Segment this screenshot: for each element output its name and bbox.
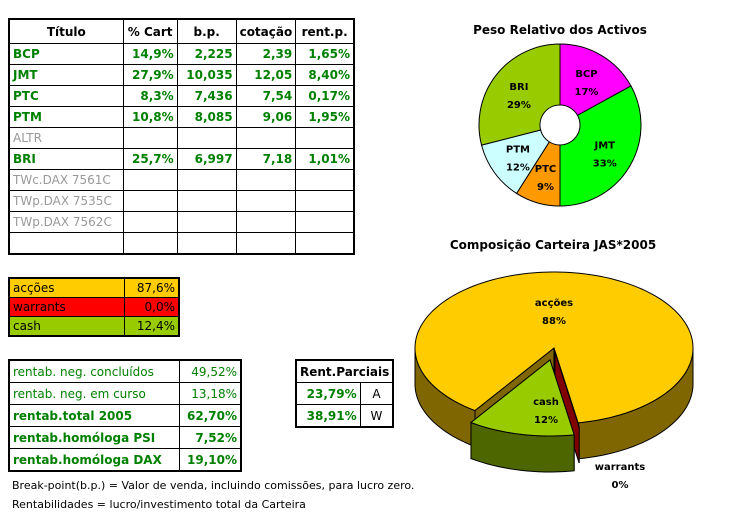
note-rentabilidades: Rentabilidades = lucro/investimento tota… <box>12 498 306 511</box>
cell-rent <box>295 232 355 255</box>
cell-rent: 1,95% <box>295 106 355 128</box>
holding-row: PTM 10,8% 8,085 9,06 1,95% <box>8 106 355 128</box>
return-label: rentab.homóloga PSI <box>8 426 180 449</box>
cell-titulo: TWp.DAX 7562C <box>8 211 124 233</box>
rent-parciais-row: 38,91% W <box>295 404 394 428</box>
donut-chart: BCP 17% JMT 33% PTC 9% PTM 12% BRI 29% <box>478 43 642 207</box>
allocation-row: acções 87,6% <box>8 277 180 298</box>
donut-label-value: 29% <box>507 100 531 111</box>
allocation-value: 12,4% <box>123 316 180 337</box>
allocation-value: 87,6% <box>123 277 180 298</box>
return-row: rentab.total 2005 62,70% <box>8 404 242 427</box>
pie3d-label-name: warrants <box>595 462 645 473</box>
cell-rent <box>295 211 355 233</box>
return-value: 19,10% <box>178 448 242 472</box>
return-label: rentab. neg. concluídos <box>8 359 180 383</box>
cell-cotacao: 7,18 <box>235 148 297 170</box>
cell-bp <box>176 232 237 255</box>
donut-label-value: 9% <box>537 182 554 193</box>
cell-cart: 25,7% <box>122 148 178 170</box>
cell-cart <box>122 211 178 233</box>
header-bp: b.p. <box>176 18 237 44</box>
rent-parciais-value: 23,79% <box>295 382 361 405</box>
returns-table: rentab. neg. concluídos 49,52% rentab. neg… <box>8 359 242 472</box>
cell-cotacao: 12,05 <box>235 64 297 86</box>
pie3d-label-value: 88% <box>542 316 566 327</box>
cell-cart: 10,8% <box>122 106 178 128</box>
donut-title: Peso Relativo dos Activos <box>473 23 647 37</box>
donut-label-name: BCP <box>575 69 597 80</box>
allocation-label: warrants <box>8 297 125 317</box>
pie3d-label-value: 12% <box>534 415 558 426</box>
allocation-table: acções 87,6% warrants 0,0% cash 12,4% <box>8 277 180 337</box>
cell-cart: 14,9% <box>122 43 178 65</box>
return-label: rentab.homóloga DAX <box>8 448 180 472</box>
holding-row: ALTR <box>8 127 355 149</box>
donut-slice-bri <box>478 43 561 146</box>
header-cart: % Cart <box>122 18 178 44</box>
donut-label-value: 17% <box>575 87 599 98</box>
pie3d-slice-cash <box>469 359 575 437</box>
return-row: rentab. neg. concluídos 49,52% <box>8 359 242 383</box>
return-row: rentab. neg. em curso 13,18% <box>8 382 242 405</box>
rent-parciais-row: 23,79% A <box>295 382 394 405</box>
cell-bp: 8,085 <box>176 106 237 128</box>
return-row: rentab.homóloga PSI 7,52% <box>8 426 242 449</box>
holdings-header: Título % Cart b.p. cotação rent.p. <box>8 18 355 44</box>
return-label: rentab.total 2005 <box>8 404 180 427</box>
rent-parciais-title: Rent.Parciais <box>295 359 394 383</box>
pie3d-label-name: acções <box>535 298 573 309</box>
pie3d-label-name: cash <box>533 397 559 408</box>
pie3d-title: Composição Carteira JAS*2005 <box>450 238 656 252</box>
cell-rent: 1,65% <box>295 43 355 65</box>
rent-parciais-code: W <box>359 404 394 428</box>
return-value: 7,52% <box>178 426 242 449</box>
holding-row <box>8 232 355 255</box>
donut-label-name: JMT <box>594 140 616 151</box>
donut-label-name: PTC <box>535 164 557 175</box>
return-label: rentab. neg. em curso <box>8 382 180 405</box>
holding-row: TWc.DAX 7561C <box>8 169 355 191</box>
return-row: rentab.homóloga DAX 19,10% <box>8 448 242 472</box>
allocation-label: cash <box>8 316 125 337</box>
pie3d-label-value: 0% <box>612 480 629 491</box>
donut-label-name: PTM <box>506 145 530 156</box>
allocation-value: 0,0% <box>123 297 180 317</box>
return-value: 62,70% <box>178 404 242 427</box>
cell-bp <box>176 211 237 233</box>
allocation-label: acções <box>8 277 125 298</box>
donut-label-value: 33% <box>593 158 617 169</box>
holding-row: BCP 14,9% 2,225 2,39 1,65% <box>8 43 355 65</box>
pie3d-slice-warrants <box>554 351 580 427</box>
rent-parciais-table: Rent.Parciais 23,79% A 38,91% W <box>295 359 395 428</box>
holdings-table: Título % Cart b.p. cotação rent.p. BCP 14… <box>8 18 355 255</box>
donut-label-value: 12% <box>506 163 530 174</box>
donut-slice-bcp <box>559 43 632 117</box>
cell-titulo: PTC <box>8 85 124 107</box>
rent-parciais-value: 38,91% <box>295 404 361 428</box>
donut-slice-jmt <box>559 85 642 207</box>
allocation-row: cash 12,4% <box>8 316 180 337</box>
return-value: 13,18% <box>178 382 242 405</box>
cell-bp: 2,225 <box>176 43 237 65</box>
rent-parciais-code: A <box>359 382 394 405</box>
note-break-point: Break-point(b.p.) = Valor de venda, incl… <box>12 479 415 492</box>
holding-row: TWp.DAX 7562C <box>8 211 355 233</box>
pie3d-chart: acções 88% cash 12% warrants 0% <box>414 271 694 491</box>
cell-cotacao: 9,06 <box>235 106 297 128</box>
cell-rent: 8,40% <box>295 64 355 86</box>
pie3d-slice-acções <box>414 271 694 424</box>
donut-label-name: BRI <box>509 82 528 93</box>
cell-cart <box>122 232 178 255</box>
allocation-row: warrants 0,0% <box>8 297 180 317</box>
